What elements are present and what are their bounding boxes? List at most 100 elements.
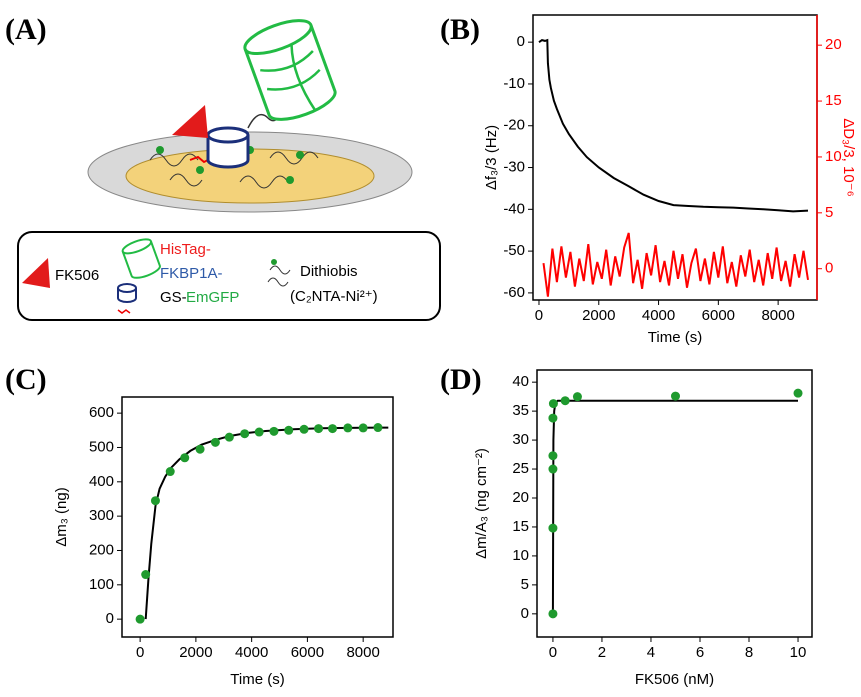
- point: [572, 392, 582, 402]
- y2-tick-label: 20: [825, 36, 842, 53]
- y-tick-label: 30: [512, 431, 529, 448]
- point: [548, 523, 558, 533]
- point: [195, 444, 205, 454]
- panel-label: (C): [5, 363, 47, 396]
- y-tick-label: 400: [89, 473, 114, 490]
- y-axis-label: Δm/A₃ (ng cm⁻²): [473, 448, 490, 559]
- x-tick-label: 10: [790, 644, 807, 661]
- point: [548, 399, 558, 409]
- surface-illustration: [87, 19, 413, 213]
- y-tick-label: -20: [503, 117, 525, 134]
- x-tick-label: 6: [696, 644, 704, 661]
- point: [358, 423, 368, 433]
- y-tick-label: 15: [512, 518, 529, 535]
- y-tick-label: 5: [521, 576, 529, 593]
- x-tick-label: 0: [549, 644, 557, 661]
- point: [327, 424, 337, 434]
- x-axis-label: Time (s): [648, 329, 702, 346]
- y-tick-label: 0: [106, 610, 114, 627]
- x-tick-label: 4000: [642, 307, 675, 324]
- line: [551, 399, 798, 614]
- y-tick-label: -60: [503, 284, 525, 301]
- point: [284, 425, 294, 435]
- point: [135, 614, 145, 624]
- y-tick-label: -30: [503, 158, 525, 175]
- legend-text: FKBP1A-: [160, 265, 223, 282]
- point: [548, 609, 558, 619]
- y-tick-label: 300: [89, 507, 114, 524]
- point: [269, 426, 279, 436]
- ligand-icon: [22, 258, 50, 288]
- point: [180, 453, 190, 463]
- point: [314, 424, 324, 434]
- point: [254, 427, 264, 437]
- legend-text: (C₂NTA-Ni²⁺): [290, 288, 378, 305]
- y2-tick-label: 0: [825, 260, 833, 277]
- point: [793, 388, 803, 398]
- point: [343, 423, 353, 433]
- y-tick-label: -50: [503, 242, 525, 259]
- point: [548, 451, 558, 461]
- y-tick-label: 40: [512, 373, 529, 390]
- legend-text: EmGFP: [186, 289, 239, 306]
- x-tick-label: 2: [598, 644, 606, 661]
- y-tick-label: 20: [512, 489, 529, 506]
- x-tick-label: 2000: [582, 307, 615, 324]
- point: [548, 464, 558, 474]
- x-tick-label: 2000: [179, 644, 212, 661]
- point: [548, 413, 558, 423]
- point: [670, 391, 680, 401]
- x-tick-label: 6000: [291, 644, 324, 661]
- legend-text: GS-: [160, 289, 187, 306]
- point: [141, 570, 151, 580]
- y2-axis-label: ΔD₃/3, 10⁻⁶: [840, 118, 857, 197]
- y-tick-label: -40: [503, 200, 525, 217]
- point: [299, 424, 309, 434]
- y2-tick-label: 5: [825, 204, 833, 221]
- point: [165, 467, 175, 477]
- y-tick-label: 500: [89, 438, 114, 455]
- point: [373, 423, 383, 433]
- x-tick-label: 8000: [346, 644, 379, 661]
- y-tick-label: -10: [503, 75, 525, 92]
- protein-icon: [117, 238, 161, 314]
- panel-label: (D): [440, 363, 482, 396]
- linker-icon: [271, 259, 277, 265]
- line: [538, 38, 809, 213]
- x-axis-label: FK506 (nM): [635, 671, 714, 688]
- line: [542, 232, 809, 297]
- point: [224, 432, 234, 442]
- y-tick-label: 25: [512, 460, 529, 477]
- y-tick-label: 200: [89, 541, 114, 558]
- legend-text: FK506: [55, 267, 99, 284]
- x-tick-label: 4: [647, 644, 655, 661]
- x-tick-label: 0: [136, 644, 144, 661]
- plot-frame: [121, 396, 394, 638]
- y-tick-label: 35: [512, 402, 529, 419]
- y-tick-label: 0: [521, 605, 529, 622]
- legend-text: Dithiobis: [300, 263, 358, 280]
- y-axis-label: Δf₃/3 (Hz): [483, 125, 500, 190]
- panel-label: (B): [440, 13, 480, 46]
- y2-tick-label: 10: [825, 148, 842, 165]
- y-axis-label: Δm₃ (ng): [53, 487, 70, 546]
- point: [240, 429, 250, 439]
- y2-tick-label: 15: [825, 92, 842, 109]
- x-tick-label: 4000: [235, 644, 268, 661]
- y-tick-label: 0: [517, 33, 525, 50]
- y-tick-label: 100: [89, 576, 114, 593]
- panel-label: (A): [5, 13, 47, 46]
- point: [150, 496, 160, 506]
- x-axis-label: Time (s): [230, 671, 284, 688]
- x-tick-label: 8: [745, 644, 753, 661]
- point: [210, 437, 220, 447]
- legend-text: HisTag-: [160, 241, 211, 258]
- y-tick-label: 600: [89, 404, 114, 421]
- x-tick-label: 6000: [702, 307, 735, 324]
- plot-frame: [536, 369, 813, 638]
- y-tick-label: 10: [512, 547, 529, 564]
- x-tick-label: 0: [535, 307, 543, 324]
- point: [560, 396, 570, 406]
- x-tick-label: 8000: [761, 307, 794, 324]
